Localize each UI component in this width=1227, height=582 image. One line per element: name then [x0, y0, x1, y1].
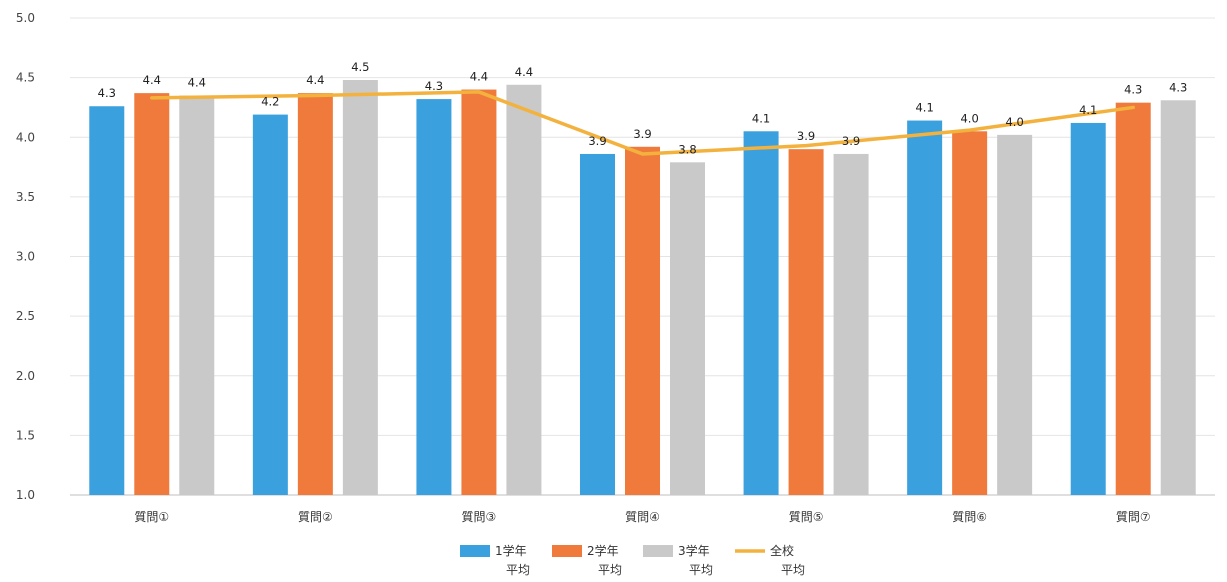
- legend-label-line2: 平均: [598, 563, 622, 577]
- legend-label-line2: 平均: [689, 563, 713, 577]
- data-labels: 4.3 4.4 4.4 4.2 4.4 4.5 4.3 4.4 4.4 3.9 3.9 3.8 4.1 3…: [98, 60, 1188, 156]
- y-tick-label: 2.0: [16, 369, 35, 383]
- bar: [625, 146, 660, 496]
- data-label: 4.4: [143, 73, 161, 87]
- x-tick-label: 質問①: [134, 509, 169, 524]
- bar: [461, 89, 497, 496]
- y-tick-label: 3.5: [16, 190, 35, 204]
- data-label: 3.9: [842, 134, 860, 148]
- data-label: 4.3: [1169, 80, 1187, 94]
- data-label: 4.3: [1124, 83, 1142, 97]
- x-tick-label: 質問③: [462, 509, 497, 524]
- bar: [907, 120, 943, 496]
- y-tick-label: 1.5: [16, 428, 35, 442]
- average-line: [150, 90, 1135, 156]
- x-tick-label: 質問⑥: [952, 509, 987, 524]
- bar: [670, 162, 705, 496]
- data-label: 4.1: [915, 101, 933, 115]
- bar: [580, 153, 615, 495]
- bar: [952, 131, 988, 495]
- y-tick-label: 3.0: [16, 250, 35, 264]
- x-axis-ticks: 質問① 質問② 質問③ 質問④ 質問⑤ 質問⑥ 質問⑦: [134, 509, 1150, 524]
- bars: [89, 80, 1196, 496]
- bar: [179, 95, 215, 495]
- bar: [1070, 122, 1106, 495]
- bar: [506, 84, 542, 495]
- bar: [743, 131, 779, 495]
- bar: [997, 134, 1033, 496]
- bar: [134, 93, 170, 495]
- x-tick-label: 質問⑤: [789, 509, 824, 524]
- x-tick-label: 質問②: [298, 509, 333, 524]
- bar: [297, 93, 333, 495]
- data-label: 4.3: [425, 79, 443, 93]
- y-axis-ticks: 1.0 1.5 2.0 2.5 3.0 3.5 4.0 4.5 5.0: [16, 11, 35, 502]
- data-label: 4.1: [1079, 103, 1097, 117]
- bar: [252, 114, 288, 495]
- legend-label: 全校: [770, 543, 794, 558]
- average-line-layer: [150, 90, 1135, 156]
- legend-label-line2: 平均: [506, 563, 530, 577]
- legend-label: 1学年: [495, 543, 527, 558]
- y-tick-label: 4.5: [16, 71, 35, 85]
- bar: [342, 80, 378, 495]
- data-label: 4.3: [98, 86, 116, 100]
- data-label: 4.4: [470, 70, 488, 84]
- data-label: 4.4: [188, 76, 206, 90]
- legend-swatch: [552, 545, 582, 557]
- legend-label: 2学年: [587, 543, 619, 558]
- data-label: 4.0: [1005, 115, 1023, 129]
- data-label: 3.8: [678, 142, 696, 156]
- data-label: 4.1: [752, 111, 770, 125]
- bar: [1160, 100, 1196, 495]
- y-tick-label: 1.0: [16, 488, 35, 502]
- bar: [416, 99, 452, 495]
- data-label: 3.9: [633, 127, 651, 141]
- y-tick-label: 5.0: [16, 11, 35, 25]
- y-tick-label: 2.5: [16, 309, 35, 323]
- data-label: 4.0: [960, 111, 978, 125]
- bar: [788, 149, 824, 496]
- x-tick-label: 質問④: [625, 509, 660, 524]
- data-label: 3.9: [797, 129, 815, 143]
- y-tick-label: 4.0: [16, 130, 35, 144]
- legend-swatch: [643, 545, 673, 557]
- data-label: 4.2: [261, 95, 279, 109]
- bar: [1115, 102, 1151, 495]
- data-label: 4.4: [306, 73, 324, 87]
- data-label: 3.9: [588, 134, 606, 148]
- data-label: 4.5: [351, 60, 369, 74]
- x-tick-label: 質問⑦: [1116, 509, 1151, 524]
- bar: [833, 153, 869, 495]
- data-label: 4.4: [515, 65, 533, 79]
- bar: [89, 106, 125, 496]
- legend-label: 3学年: [678, 543, 710, 558]
- legend-label-line2: 平均: [781, 563, 805, 577]
- legend-swatch: [460, 545, 490, 557]
